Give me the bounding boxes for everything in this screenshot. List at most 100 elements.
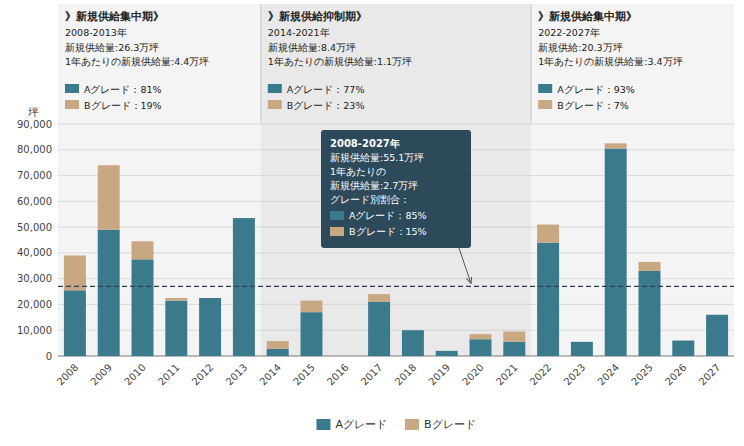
period-swatch xyxy=(65,100,79,109)
callout-text: 新規供給量:55.1万坪 xyxy=(330,152,424,163)
bar xyxy=(503,332,525,342)
period-years: 2014-2021年 xyxy=(268,27,330,38)
period-share: Aグレード：81% xyxy=(84,84,162,95)
x-tick-label: 2013 xyxy=(224,362,250,388)
bar xyxy=(368,302,390,356)
grid-line xyxy=(58,356,734,357)
x-tick-label: 2012 xyxy=(190,362,216,388)
legend-item: Aグレード xyxy=(316,418,387,431)
period-separator xyxy=(531,4,532,122)
callout-share: Aグレード：85% xyxy=(349,210,427,221)
period-shade xyxy=(531,4,734,356)
period-share: Bグレード：7% xyxy=(557,100,629,111)
bar xyxy=(537,225,559,243)
grid-line xyxy=(58,304,734,305)
period-years: 2022-2027年 xyxy=(538,27,600,38)
bar xyxy=(639,262,661,271)
period-swatch xyxy=(538,100,552,109)
x-tick-label: 2022 xyxy=(528,362,554,388)
bar xyxy=(233,218,255,219)
bar xyxy=(402,330,424,331)
bar xyxy=(706,315,728,356)
period-swatch xyxy=(268,100,282,109)
y-tick-label: 90,000 xyxy=(17,119,52,130)
x-tick-label: 2026 xyxy=(663,362,689,388)
y-tick-label: 10,000 xyxy=(17,325,52,336)
bar xyxy=(605,148,627,356)
period-swatch xyxy=(538,84,552,93)
legend-label: Bグレード xyxy=(424,418,476,431)
period-text: 新規供給:20.3万坪 xyxy=(538,42,622,53)
period-years: 2008-2013年 xyxy=(65,27,127,38)
chart: 010,00020,00030,00040,00050,00060,00070,… xyxy=(0,0,744,446)
bar xyxy=(132,241,154,259)
bar xyxy=(639,271,661,356)
callout-text: 新規供給量:2.7万坪 xyxy=(330,180,418,191)
period-text: 新規供給量:26.3万坪 xyxy=(65,42,159,53)
callout-swatch xyxy=(330,211,344,220)
y-axis-label: 坪 xyxy=(27,106,39,119)
grid-line xyxy=(58,330,734,331)
callout-swatch xyxy=(330,227,344,236)
bar xyxy=(301,312,323,356)
period-text: 1年あたりの新規供給量:3.4万坪 xyxy=(538,56,682,67)
bar xyxy=(571,342,593,356)
bar xyxy=(165,301,187,356)
x-tick-label: 2027 xyxy=(697,362,723,388)
y-axis: 010,00020,00030,00040,00050,00060,00070,… xyxy=(17,119,734,362)
x-tick-label: 2023 xyxy=(562,362,588,388)
period-title: 》新規供給集中期》 xyxy=(65,10,164,23)
period-share: Aグレード：77% xyxy=(287,84,365,95)
period-separator xyxy=(260,4,261,122)
y-tick-label: 0 xyxy=(46,351,52,362)
legend-swatch xyxy=(405,419,419,430)
bar xyxy=(64,290,86,356)
bar xyxy=(571,341,593,342)
period-share: Bグレード：19% xyxy=(84,100,162,111)
legend-item: Bグレード xyxy=(405,418,476,431)
y-tick-label: 80,000 xyxy=(17,144,52,155)
grid-line xyxy=(58,124,734,125)
periods xyxy=(58,4,734,356)
callout-arrow xyxy=(459,248,471,283)
y-tick-label: 70,000 xyxy=(17,170,52,181)
x-tick-label: 2010 xyxy=(122,362,148,388)
x-tick-label: 2016 xyxy=(325,362,351,388)
bar xyxy=(672,341,694,356)
y-tick-label: 40,000 xyxy=(17,247,52,258)
y-tick-label: 60,000 xyxy=(17,196,52,207)
x-tick-label: 2011 xyxy=(156,362,182,388)
period-swatch xyxy=(268,84,282,93)
grid-line xyxy=(58,278,734,279)
y-tick-label: 20,000 xyxy=(17,299,52,310)
callout-box xyxy=(321,130,471,248)
bar xyxy=(199,298,221,299)
x-tick-label: 2015 xyxy=(291,362,317,388)
bar xyxy=(706,314,728,315)
period-text: 1年あたりの新規供給量:4.4万坪 xyxy=(65,56,209,67)
bar xyxy=(267,341,289,349)
period-swatch xyxy=(65,84,79,93)
bar xyxy=(470,339,492,356)
callout-text: 1年あたりの xyxy=(330,166,386,177)
bar xyxy=(368,294,390,302)
period-headers: 》新規供給集中期》 2008-2013年新規供給量:26.3万坪 1年あたりの新規供… xyxy=(65,4,683,122)
legend-swatch xyxy=(316,419,330,430)
callout-text: 2008-2027年 xyxy=(330,138,400,149)
period-title: 》新規供給集中期》 xyxy=(538,10,637,23)
reference xyxy=(58,286,734,287)
bar xyxy=(402,330,424,356)
bar xyxy=(301,301,323,313)
bar xyxy=(98,165,120,229)
x-tick-label: 2025 xyxy=(629,362,655,388)
bar xyxy=(132,259,154,356)
bar xyxy=(334,356,356,357)
bar xyxy=(537,243,559,356)
legend-label: Aグレード xyxy=(335,418,387,431)
x-tick-label: 2017 xyxy=(359,362,385,388)
x-tick-label: 2020 xyxy=(460,362,486,388)
bar xyxy=(503,342,525,356)
period-text: 新規供給量:8.4万坪 xyxy=(268,42,356,53)
period-share: Aグレード：93% xyxy=(557,84,635,95)
y-tick-label: 30,000 xyxy=(17,273,52,284)
